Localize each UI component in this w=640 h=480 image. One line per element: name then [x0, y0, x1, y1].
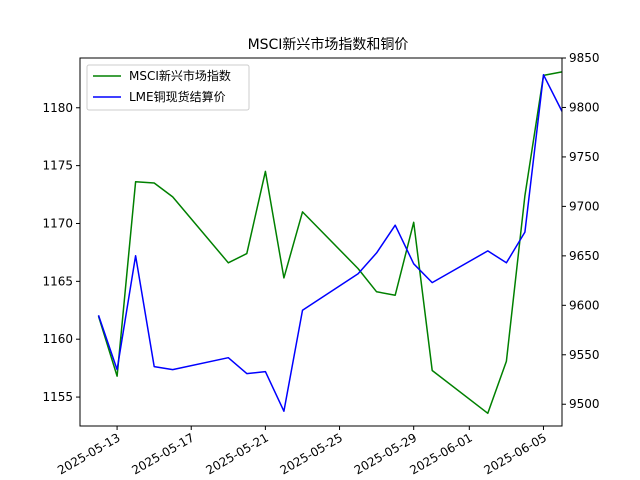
- y-left-tick-label: 1165: [42, 274, 73, 288]
- series-line-msci-em: [97, 71, 563, 415]
- y-left-tick-label: 1170: [42, 216, 73, 230]
- y-right-tick-label: 9850: [569, 51, 600, 65]
- y-right-tick-label: 9800: [569, 100, 600, 114]
- legend: MSCI新兴市场指数 LME铜现货结算价: [86, 64, 250, 111]
- y-right-tick-label: 9650: [569, 249, 600, 263]
- y-right-tick-label: 9750: [569, 150, 600, 164]
- y-left-tick-label: 1175: [42, 159, 73, 173]
- series-line-lme-copper: [97, 74, 563, 412]
- y-left-tick-label: 1180: [42, 101, 73, 115]
- legend-box: [86, 64, 250, 111]
- y-left-tick-label: 1155: [42, 390, 73, 404]
- chart-title: MSCI新兴市场指数和铜价: [248, 36, 409, 53]
- legend-label-msci: MSCI新兴市场指数: [129, 68, 231, 83]
- y-right-tick-label: 9700: [569, 199, 600, 213]
- legend-label-lme: LME铜现货结算价: [129, 89, 226, 104]
- y-right-tick-label: 9550: [569, 348, 600, 362]
- y-left-tick-label: 1160: [42, 332, 73, 346]
- axes-frame: [79, 57, 563, 427]
- y-right-tick-label: 9500: [569, 397, 600, 411]
- y-right-tick-label: 9600: [569, 298, 600, 312]
